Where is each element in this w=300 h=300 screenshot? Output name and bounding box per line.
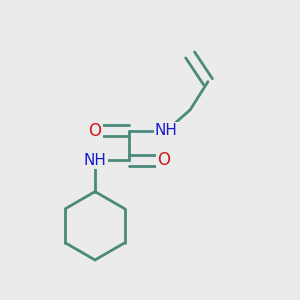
Text: O: O	[88, 122, 101, 140]
Text: O: O	[157, 152, 170, 169]
Text: NH: NH	[155, 123, 178, 138]
Text: NH: NH	[84, 153, 106, 168]
